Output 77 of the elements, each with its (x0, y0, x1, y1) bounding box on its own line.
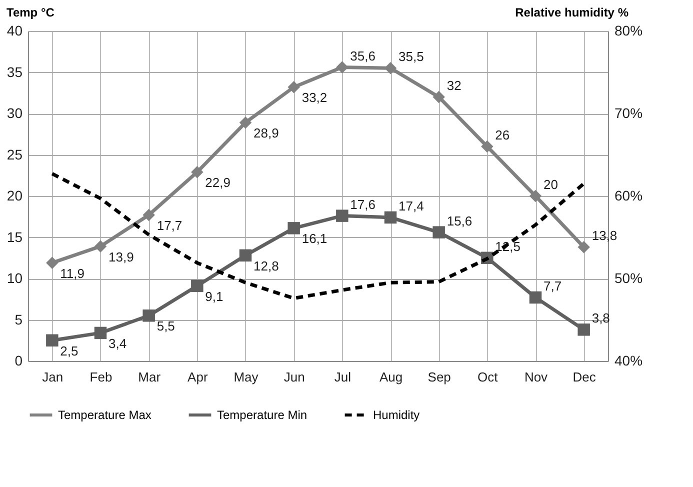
point (529, 190, 542, 202)
point (239, 249, 252, 262)
y-tick-label: 40 (6, 22, 23, 38)
x-tick-label: Nov (524, 370, 548, 384)
point (288, 80, 300, 94)
point (46, 334, 58, 346)
data-label: 13,9 (108, 249, 134, 264)
y2-tick-label: 70% (614, 105, 643, 121)
point (336, 210, 348, 222)
y-tick-label: 10 (6, 270, 23, 286)
x-tick-label: Jan (42, 370, 64, 384)
data-label: 5,5 (156, 318, 175, 334)
x-tick-label: May (234, 370, 259, 384)
x-tick-label: Sep (428, 370, 451, 384)
y-tick-label: 5 (14, 311, 23, 328)
data-label: 11,9 (60, 266, 85, 281)
data-label: 15,6 (446, 213, 472, 228)
data-label: 20 (544, 177, 558, 192)
data-label: 17,4 (398, 198, 424, 214)
point (578, 324, 590, 336)
x-tick-label: Aug (379, 370, 403, 384)
data-label: 35,6 (350, 48, 376, 64)
y-tick-label: 0 (14, 352, 23, 368)
data-label: 3,8 (592, 310, 610, 326)
data-label: 28,9 (254, 126, 279, 141)
point (191, 166, 204, 178)
data-label: 3,4 (108, 336, 127, 351)
y2-tick-label: 40% (614, 352, 643, 368)
x-tick-label: Oct (478, 370, 498, 384)
data-label: 17,6 (350, 196, 376, 212)
y2-tick-label: 80% (614, 22, 643, 38)
data-label: 7,7 (544, 278, 562, 294)
data-label: 13,8 (592, 228, 618, 244)
point (384, 62, 397, 74)
data-label: 2,5 (60, 343, 78, 358)
data-label: 17,7 (156, 218, 182, 233)
y2-tick-label: 60% (614, 188, 643, 204)
point (191, 280, 204, 292)
legend-label: Temperature Max (58, 408, 152, 422)
y-tick-label: 25 (6, 146, 23, 162)
data-label: 12,8 (254, 258, 279, 274)
legend-label: Temperature Min (217, 408, 308, 422)
data-label: 32 (446, 78, 462, 93)
x-tick-label: Jun (284, 370, 305, 384)
point (432, 90, 445, 104)
point (239, 116, 252, 129)
point (142, 310, 155, 322)
point (288, 222, 300, 234)
data-label: 9,1 (205, 288, 224, 304)
data-label: 16,1 (302, 231, 328, 246)
x-tick-label: Dec (572, 370, 596, 384)
legend-label: Humidity (373, 408, 420, 422)
y-tick-label: 30 (6, 105, 23, 121)
x-tick-label: Apr (188, 370, 208, 384)
data-label: 26 (495, 128, 510, 142)
y-tick-label: 35 (6, 64, 23, 80)
y-tick-label: 15 (6, 228, 23, 245)
y2-axis-title: Relative humidity % (515, 6, 629, 20)
point (336, 61, 348, 74)
point (432, 226, 445, 238)
x-tick-label: Feb (90, 370, 112, 384)
point (384, 211, 397, 224)
point (142, 208, 155, 222)
data-label: 33,2 (302, 90, 328, 106)
y2-tick-label: 50% (614, 270, 643, 286)
data-label: 22,9 (205, 175, 230, 190)
x-tick-label: Jul (334, 370, 352, 384)
point (529, 291, 542, 304)
point (94, 240, 107, 252)
point (94, 326, 107, 340)
point (481, 140, 494, 153)
y-tick-label: 20 (6, 188, 23, 204)
x-tick-label: Mar (138, 370, 162, 384)
point (578, 241, 590, 254)
y-axis-title: Temp °C (6, 6, 55, 20)
data-label: 35,5 (398, 49, 424, 64)
point (46, 256, 58, 269)
